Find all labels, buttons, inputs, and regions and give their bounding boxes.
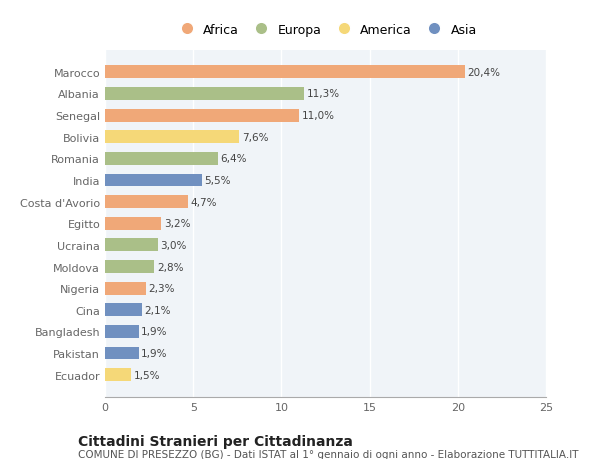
Legend: Africa, Europa, America, Asia: Africa, Europa, America, Asia — [169, 19, 482, 42]
Bar — [105, 303, 142, 317]
Text: 1,9%: 1,9% — [141, 327, 167, 336]
Text: 2,8%: 2,8% — [157, 262, 184, 272]
Text: 6,4%: 6,4% — [221, 154, 247, 164]
Bar — [105, 217, 161, 230]
Bar — [105, 66, 465, 79]
Text: 11,0%: 11,0% — [302, 111, 335, 121]
Text: 2,1%: 2,1% — [145, 305, 171, 315]
Bar — [105, 196, 188, 209]
Text: 5,5%: 5,5% — [205, 176, 231, 185]
Bar — [105, 109, 299, 123]
Text: 20,4%: 20,4% — [467, 68, 500, 78]
Text: 2,3%: 2,3% — [148, 284, 175, 293]
Text: 7,6%: 7,6% — [242, 133, 268, 142]
Bar — [105, 131, 239, 144]
Bar — [105, 152, 218, 166]
Text: 4,7%: 4,7% — [191, 197, 217, 207]
Bar — [105, 88, 304, 101]
Bar — [105, 174, 202, 187]
Text: 1,9%: 1,9% — [141, 348, 167, 358]
Text: 3,2%: 3,2% — [164, 219, 191, 229]
Text: 3,0%: 3,0% — [161, 241, 187, 250]
Text: 11,3%: 11,3% — [307, 90, 340, 99]
Bar — [105, 239, 158, 252]
Text: COMUNE DI PRESEZZO (BG) - Dati ISTAT al 1° gennaio di ogni anno - Elaborazione T: COMUNE DI PRESEZZO (BG) - Dati ISTAT al … — [78, 449, 578, 459]
Bar — [105, 325, 139, 338]
Bar — [105, 347, 139, 360]
Bar — [105, 368, 131, 381]
Text: 1,5%: 1,5% — [134, 370, 161, 380]
Bar — [105, 260, 154, 274]
Text: Cittadini Stranieri per Cittadinanza: Cittadini Stranieri per Cittadinanza — [78, 434, 353, 448]
Bar — [105, 282, 146, 295]
